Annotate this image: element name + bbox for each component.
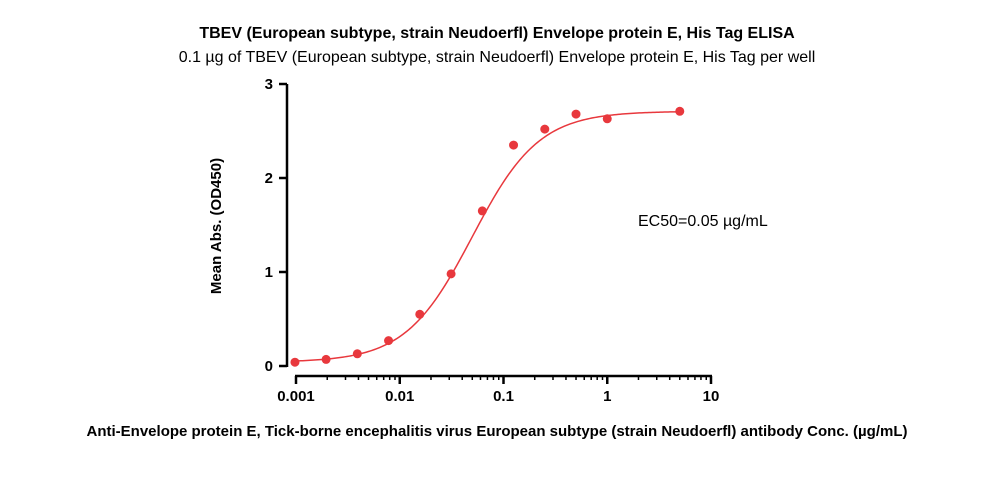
data-point [675, 106, 685, 116]
data-point [540, 124, 550, 134]
data-point [352, 349, 362, 359]
y-axis-label: Mean Abs. (OD450) [208, 158, 225, 294]
data-points [290, 106, 685, 367]
data-point [446, 269, 456, 279]
axes: 0 1 2 3 0.001 0.01 0.1 1 10 [265, 76, 720, 405]
y-tick-label: 3 [265, 76, 273, 93]
x-axis-label: Anti-Envelope protein E, Tick-borne ence… [87, 423, 908, 440]
x-tick-label: 0.01 [385, 388, 414, 405]
y-tick-label: 0 [265, 358, 273, 375]
data-point [602, 114, 612, 124]
x-tick-label: 1 [603, 388, 611, 405]
x-tick-label: 0.001 [277, 388, 315, 405]
data-point [571, 109, 581, 119]
fit-curve [294, 111, 680, 362]
data-point [477, 206, 487, 216]
data-point [415, 309, 425, 319]
y-tick-label: 1 [265, 264, 273, 281]
data-point [321, 354, 331, 364]
chart-title: TBEV (European subtype, strain Neudoerfl… [199, 25, 795, 42]
x-tick-label: 10 [703, 388, 720, 405]
ec50-annotation: EC50=0.05 µg/mL [638, 213, 768, 230]
data-point [290, 357, 300, 367]
data-point [509, 140, 519, 150]
chart-subtitle: 0.1 µg of TBEV (European subtype, strain… [179, 49, 816, 66]
y-tick-label: 2 [265, 170, 273, 187]
fit-curve-line [294, 111, 680, 362]
x-tick-label: 0.1 [493, 388, 514, 405]
data-point [384, 336, 394, 346]
